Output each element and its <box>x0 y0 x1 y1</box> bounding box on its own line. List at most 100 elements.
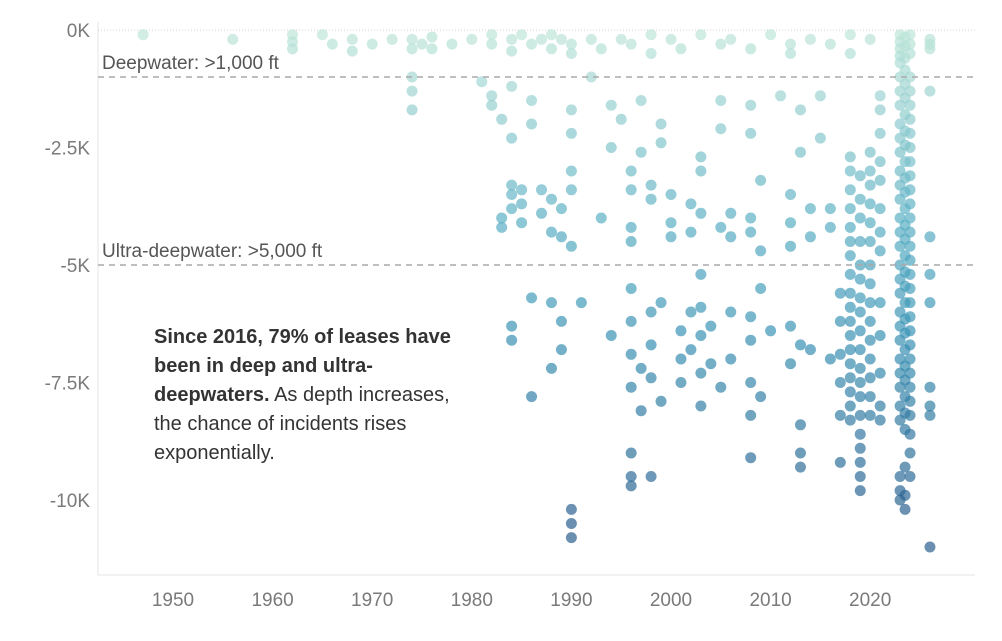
data-point <box>854 212 866 224</box>
data-point <box>725 306 737 318</box>
data-point <box>745 334 757 346</box>
data-point <box>506 132 518 144</box>
data-point <box>904 198 916 210</box>
data-point <box>785 320 797 332</box>
y-tick-label: -2.5K <box>45 139 91 160</box>
data-point <box>645 339 657 351</box>
data-point <box>834 348 846 360</box>
data-point <box>824 38 836 50</box>
data-point <box>506 189 518 200</box>
data-point <box>625 165 637 177</box>
reference-line-label: Deepwater: >1,000 ft <box>102 53 280 74</box>
data-point <box>605 99 617 111</box>
data-point <box>864 165 876 177</box>
data-point <box>854 471 866 482</box>
data-point <box>899 489 911 501</box>
data-point <box>725 33 737 45</box>
data-point <box>864 236 876 247</box>
data-point <box>555 344 567 356</box>
data-point <box>555 203 567 215</box>
data-point <box>675 325 687 337</box>
data-point <box>496 113 508 125</box>
data-point <box>745 377 757 388</box>
x-tick-label: 1980 <box>451 590 493 611</box>
data-point <box>924 38 936 50</box>
data-point <box>785 38 797 50</box>
data-point <box>844 29 856 41</box>
data-point <box>536 184 548 196</box>
data-point <box>595 212 607 224</box>
data-point <box>814 90 826 102</box>
data-point <box>765 325 777 337</box>
data-point <box>844 315 856 327</box>
data-point <box>904 367 916 379</box>
data-point <box>406 85 418 97</box>
data-point <box>695 151 707 163</box>
data-point <box>904 240 916 252</box>
data-point <box>416 38 428 50</box>
data-point <box>794 419 806 431</box>
data-point <box>655 297 667 309</box>
data-point <box>625 315 637 327</box>
data-point <box>844 250 856 262</box>
data-point <box>924 85 936 97</box>
data-point <box>665 189 677 200</box>
data-point <box>506 45 518 57</box>
data-point <box>924 268 936 280</box>
data-point <box>645 29 657 41</box>
x-tick-label: 1990 <box>550 590 592 611</box>
data-point <box>526 95 538 106</box>
data-point <box>725 207 737 219</box>
data-point <box>854 193 866 205</box>
y-tick-label: 0K <box>67 21 91 42</box>
data-point <box>625 471 637 482</box>
data-point <box>844 287 856 299</box>
x-tick-label: 2000 <box>650 590 692 611</box>
data-point <box>904 142 916 153</box>
data-point <box>685 226 697 238</box>
data-point <box>565 532 577 544</box>
data-point <box>834 315 846 327</box>
y-tick-label: -7.5K <box>45 374 91 395</box>
data-point <box>904 170 916 182</box>
x-tick-label: 1970 <box>351 590 393 611</box>
data-point <box>645 372 657 384</box>
data-point <box>924 541 936 553</box>
data-point <box>715 38 727 50</box>
data-point <box>695 165 707 177</box>
data-point <box>844 330 856 341</box>
data-point <box>904 268 916 280</box>
data-point <box>844 400 856 412</box>
data-point <box>516 217 528 229</box>
data-point <box>595 43 607 55</box>
data-point <box>526 391 538 403</box>
data-point <box>904 254 916 266</box>
annotation-body: As depth increases, the chance of incide… <box>154 384 450 464</box>
data-point <box>904 339 916 351</box>
data-point <box>506 179 518 191</box>
data-point <box>526 118 538 130</box>
data-point <box>874 104 886 116</box>
data-point <box>844 344 856 356</box>
data-point <box>715 95 727 106</box>
data-point <box>545 362 557 374</box>
data-point <box>625 283 637 294</box>
data-point <box>655 118 667 130</box>
data-point <box>844 48 856 59</box>
data-point <box>755 174 767 186</box>
data-point <box>695 29 707 41</box>
data-point <box>854 362 866 374</box>
data-point <box>615 33 627 45</box>
data-point <box>924 409 936 421</box>
data-point <box>844 203 856 215</box>
data-point <box>904 113 916 125</box>
data-point <box>555 315 567 327</box>
data-point <box>625 381 637 393</box>
data-point <box>864 179 876 191</box>
data-point <box>864 33 876 45</box>
data-point <box>854 456 866 468</box>
data-point <box>745 99 757 111</box>
data-point <box>844 268 856 280</box>
data-point <box>665 217 677 229</box>
